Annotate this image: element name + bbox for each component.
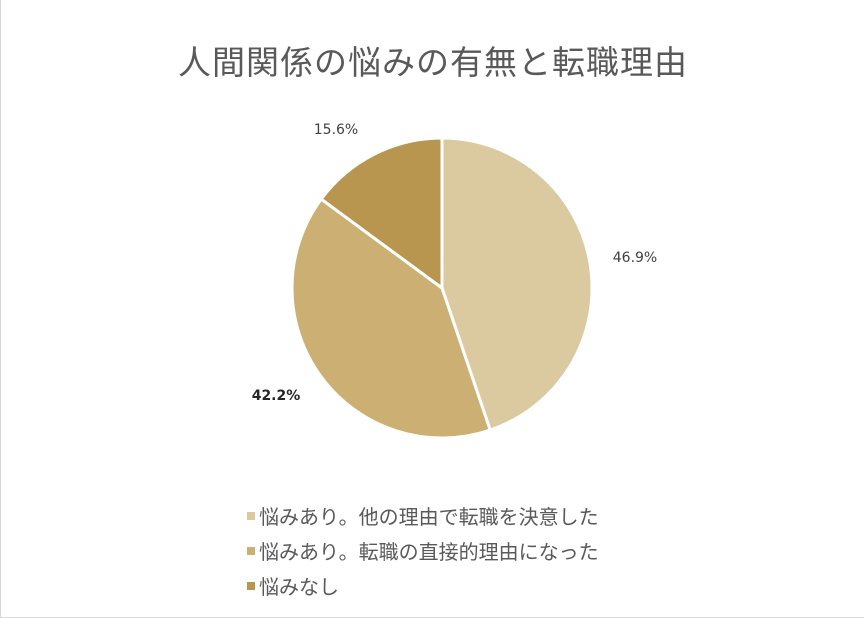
data-label-0: 46.9% [613,250,657,266]
data-label-1: 42.2% [252,388,301,404]
legend-swatch-2 [247,581,255,590]
legend-label-0: 悩みあり。他の理由で転職を決意した [259,505,599,529]
legend-swatch-1 [247,546,255,555]
legend: 悩みあり。他の理由で転職を決意した 悩みあり。転職の直接的理由になった 悩みなし [247,498,807,603]
legend-item-1: 悩みあり。転職の直接的理由になった [247,533,807,568]
legend-item-2: 悩みなし [247,568,807,603]
legend-swatch-0 [247,511,255,520]
pie-slice-1 [290,197,492,440]
pie-slice-0 [440,136,594,432]
legend-label-2: 悩みなし [259,575,339,599]
data-label-2: 15.6% [314,122,358,138]
pie-slice-2 [319,136,444,290]
chart-title: 人間関係の悩みの有無と転職理由 [178,43,688,82]
legend-label-1: 悩みあり。転職の直接的理由になった [259,540,599,564]
legend-item-0: 悩みあり。他の理由で転職を決意した [247,498,807,533]
